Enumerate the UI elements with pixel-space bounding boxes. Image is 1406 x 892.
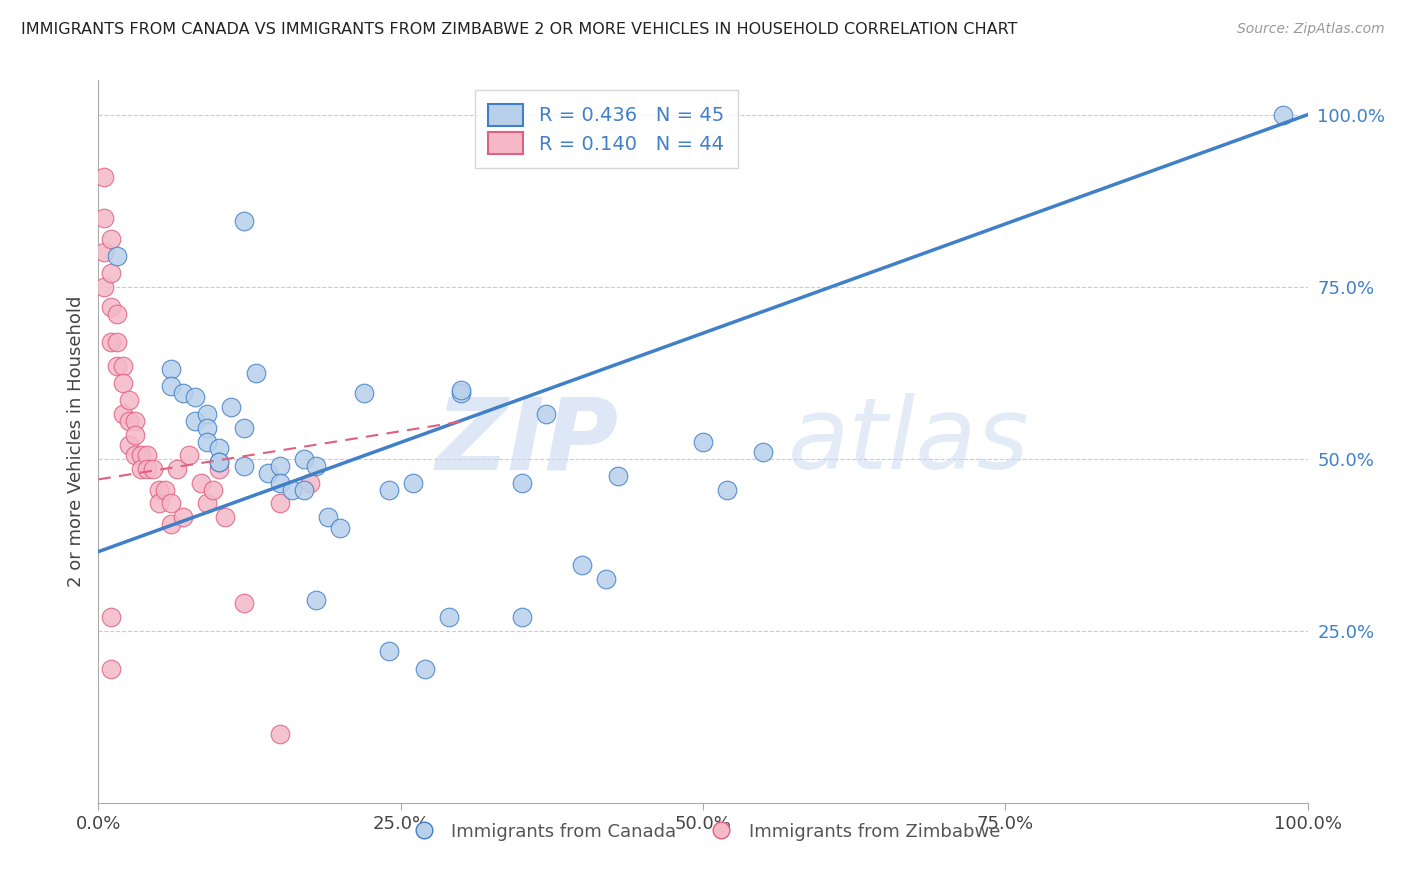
Point xyxy=(190,475,212,490)
Point xyxy=(100,231,122,245)
Point xyxy=(269,727,291,741)
Point xyxy=(166,462,188,476)
Text: ZIP: ZIP xyxy=(436,393,619,490)
Point xyxy=(179,448,201,462)
Point xyxy=(160,362,183,376)
Point xyxy=(208,442,231,456)
Point xyxy=(377,644,399,658)
Point xyxy=(305,592,328,607)
Point xyxy=(100,301,122,315)
Point xyxy=(232,458,254,473)
Point xyxy=(208,462,231,476)
Point xyxy=(105,307,128,321)
Point xyxy=(692,434,714,449)
Point xyxy=(100,334,122,349)
Text: atlas: atlas xyxy=(787,393,1029,490)
Point xyxy=(93,169,115,184)
Point xyxy=(111,407,134,421)
Point xyxy=(256,466,278,480)
Point xyxy=(160,496,183,510)
Point xyxy=(111,376,134,390)
Point xyxy=(135,462,157,476)
Point xyxy=(118,393,141,408)
Point xyxy=(607,469,630,483)
Point xyxy=(299,475,322,490)
Point xyxy=(105,359,128,373)
Point xyxy=(269,458,291,473)
Legend: Immigrants from Canada, Immigrants from Zimbabwe: Immigrants from Canada, Immigrants from … xyxy=(399,815,1007,848)
Point xyxy=(413,662,436,676)
Point xyxy=(221,400,243,414)
Point xyxy=(93,211,115,225)
Point xyxy=(129,462,152,476)
Point xyxy=(208,455,231,469)
Point xyxy=(105,249,128,263)
Point xyxy=(208,455,231,469)
Point xyxy=(595,572,617,586)
Point xyxy=(93,279,115,293)
Point xyxy=(195,407,218,421)
Point xyxy=(195,496,218,510)
Point xyxy=(329,520,352,534)
Point xyxy=(316,510,339,524)
Point xyxy=(1272,108,1295,122)
Point xyxy=(142,462,165,476)
Point xyxy=(160,517,183,532)
Point xyxy=(716,483,738,497)
Point xyxy=(245,366,267,380)
Point xyxy=(195,434,218,449)
Point xyxy=(172,510,194,524)
Point xyxy=(124,427,146,442)
Point xyxy=(510,610,533,624)
Point xyxy=(202,483,225,497)
Point xyxy=(269,475,291,490)
Point xyxy=(269,496,291,510)
Y-axis label: 2 or more Vehicles in Household: 2 or more Vehicles in Household xyxy=(66,296,84,587)
Point xyxy=(100,662,122,676)
Point xyxy=(148,483,170,497)
Point xyxy=(292,483,315,497)
Point xyxy=(232,596,254,610)
Point xyxy=(402,475,425,490)
Text: IMMIGRANTS FROM CANADA VS IMMIGRANTS FROM ZIMBABWE 2 OR MORE VEHICLES IN HOUSEHO: IMMIGRANTS FROM CANADA VS IMMIGRANTS FRO… xyxy=(21,22,1018,37)
Point xyxy=(124,448,146,462)
Point xyxy=(195,421,218,435)
Point xyxy=(450,386,472,401)
Text: Source: ZipAtlas.com: Source: ZipAtlas.com xyxy=(1237,22,1385,37)
Point xyxy=(571,558,593,573)
Point xyxy=(214,510,236,524)
Point xyxy=(184,414,207,428)
Point xyxy=(118,414,141,428)
Point xyxy=(437,610,460,624)
Point xyxy=(534,407,557,421)
Point xyxy=(184,390,207,404)
Point xyxy=(129,448,152,462)
Point xyxy=(510,475,533,490)
Point xyxy=(752,445,775,459)
Point xyxy=(124,414,146,428)
Point xyxy=(93,245,115,260)
Point xyxy=(232,214,254,228)
Point xyxy=(105,334,128,349)
Point xyxy=(100,610,122,624)
Point xyxy=(135,448,157,462)
Point xyxy=(377,483,399,497)
Point xyxy=(172,386,194,401)
Point xyxy=(232,421,254,435)
Point xyxy=(153,483,176,497)
Point xyxy=(118,438,141,452)
Point xyxy=(111,359,134,373)
Point xyxy=(305,458,328,473)
Point xyxy=(160,379,183,393)
Point xyxy=(148,496,170,510)
Point xyxy=(450,383,472,397)
Point xyxy=(100,266,122,280)
Point xyxy=(292,451,315,466)
Point xyxy=(281,483,304,497)
Point xyxy=(353,386,375,401)
